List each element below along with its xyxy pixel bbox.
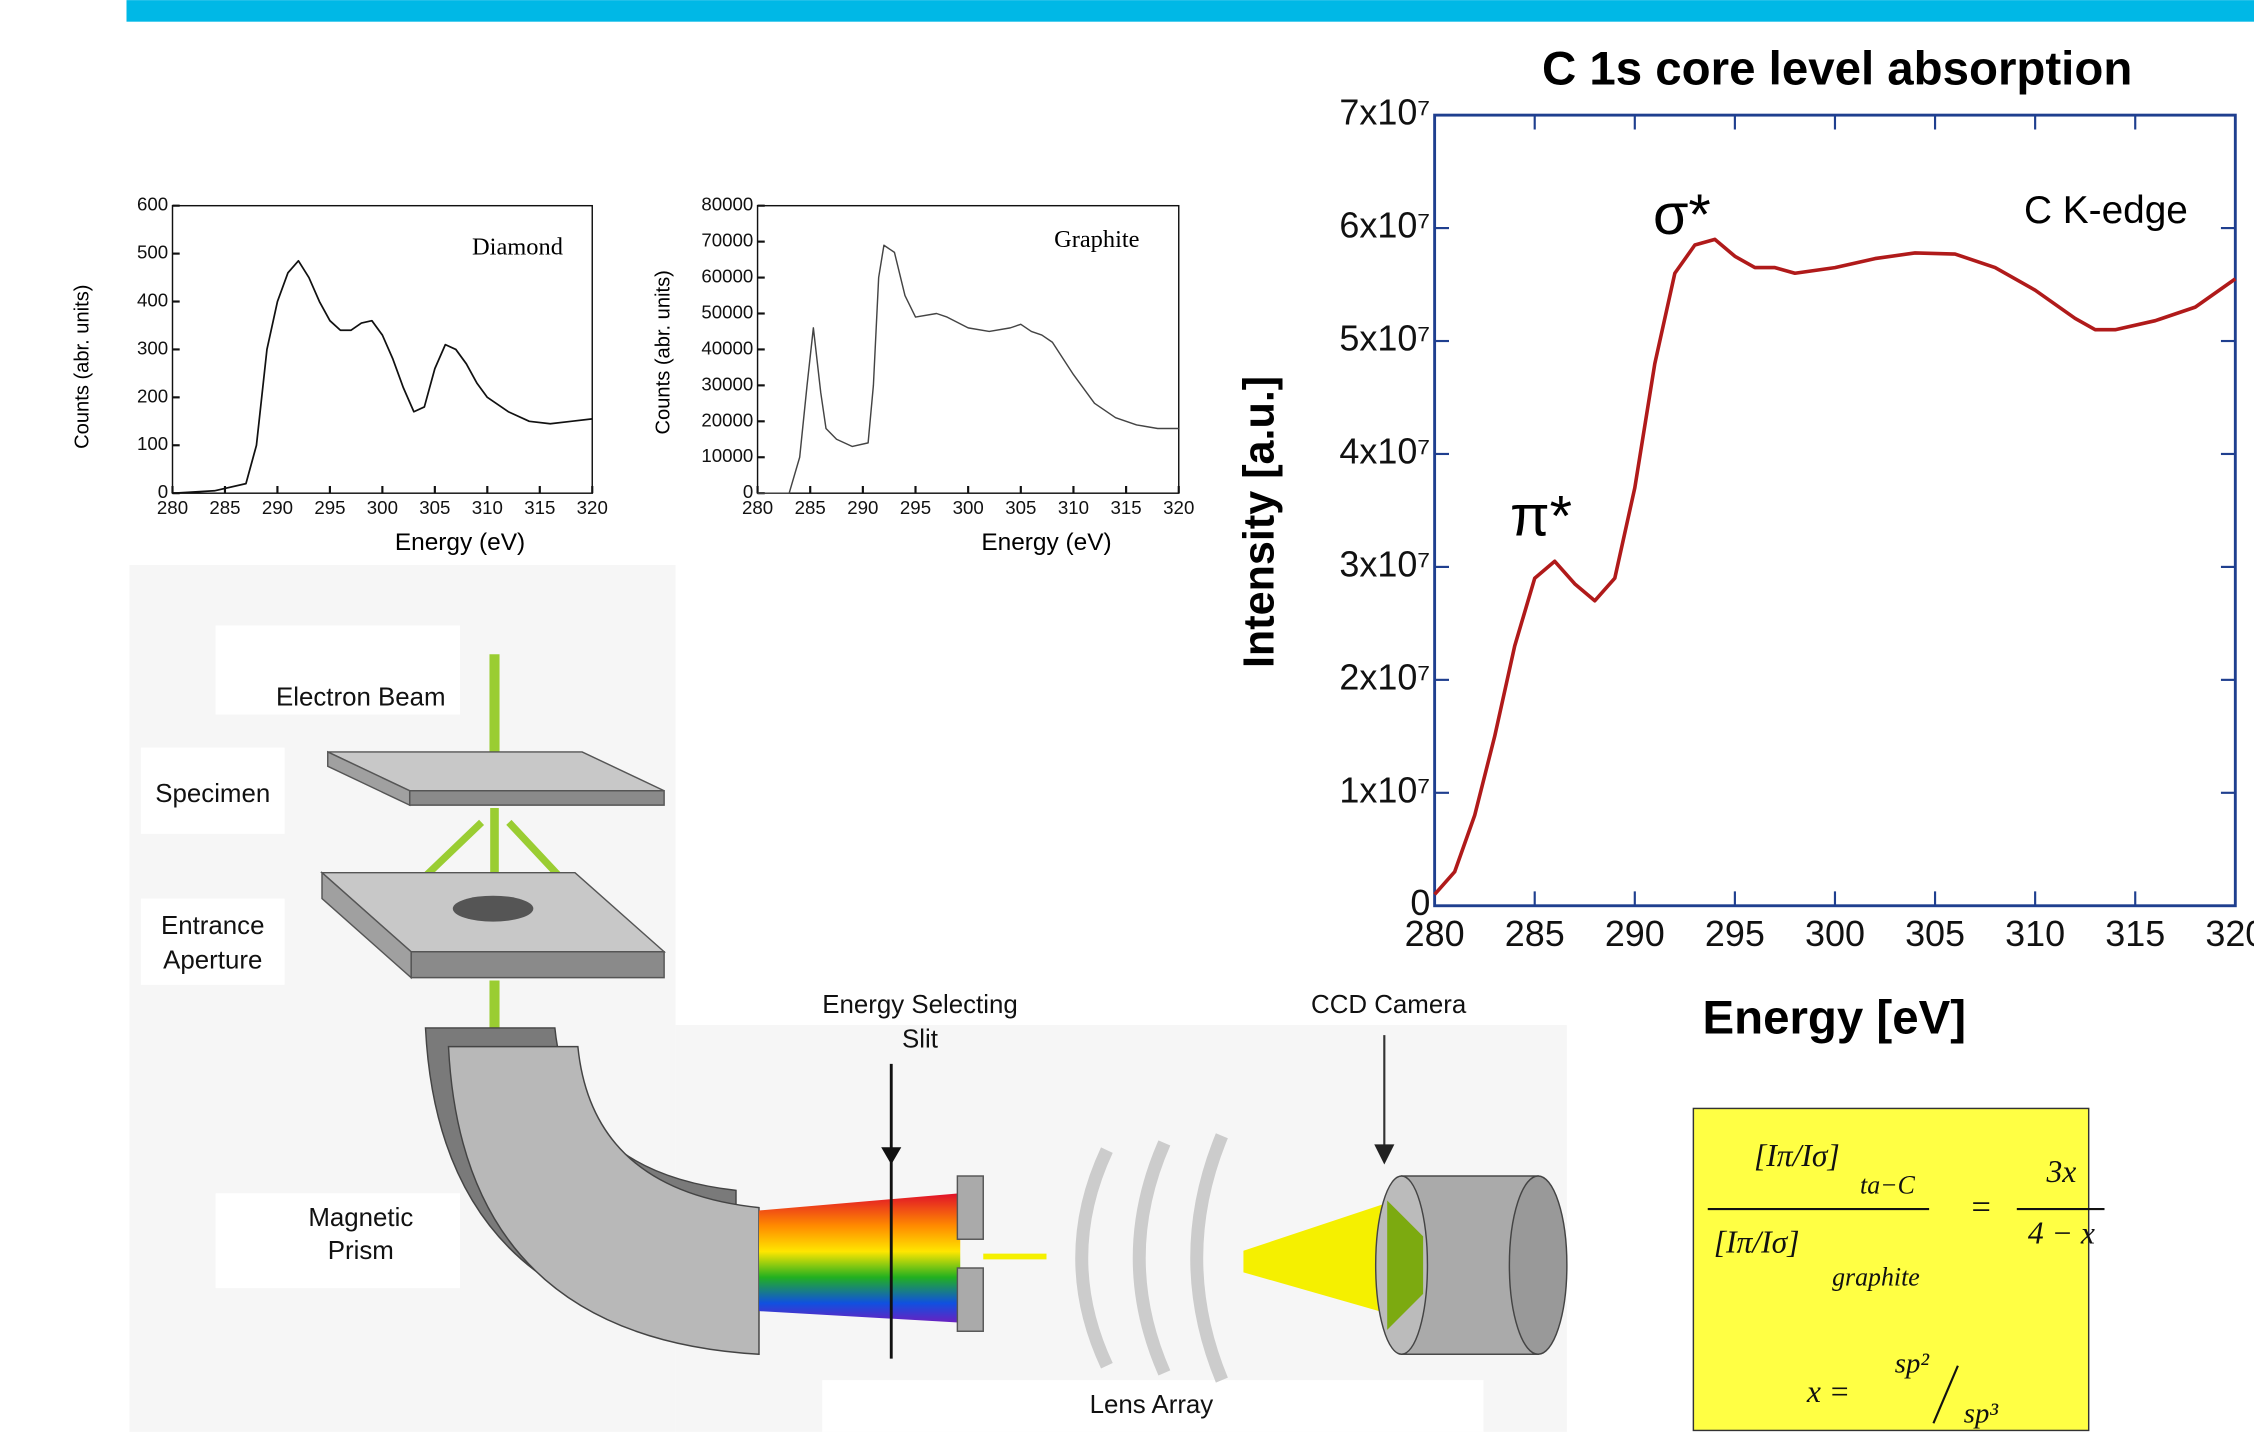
y-tick-label: 4x10⁷ — [1339, 430, 1430, 471]
x-tick-label: 320 — [577, 497, 608, 518]
y-tick-label: 60000 — [701, 266, 753, 287]
y-axis-label: Intensity [a.u.] — [1236, 376, 1284, 668]
formula: graphite — [1832, 1262, 1920, 1291]
x-tick-label: 295 — [314, 497, 345, 518]
x-tick-label: 310 — [1058, 497, 1089, 518]
y-tick-label: 5x10⁷ — [1339, 318, 1430, 359]
label: Specimen — [155, 780, 270, 808]
x-tick-label: 300 — [1805, 913, 1865, 954]
y-axis-label: Counts (abr. units) — [72, 285, 94, 449]
x-axis-label: Energy (eV) — [395, 529, 525, 556]
formula: 3x — [2045, 1154, 2076, 1189]
x-tick-label: 285 — [209, 497, 240, 518]
x-tick-label: 305 — [1905, 913, 1965, 954]
label: Magnetic — [308, 1204, 413, 1232]
x-tick-label: 285 — [1505, 913, 1565, 954]
formula: = — [1969, 1188, 1992, 1226]
y-tick-label: 100 — [137, 433, 168, 454]
y-tick-label: 40000 — [701, 337, 753, 358]
label: Entrance — [161, 912, 265, 940]
y-tick-label: 400 — [137, 289, 168, 310]
y-tick-label: 30000 — [701, 373, 753, 394]
x-tick-label: 280 — [157, 497, 188, 518]
x-tick-label: 315 — [1111, 497, 1142, 518]
y-tick-label: 7x10⁷ — [1339, 92, 1430, 133]
x-tick-label: 280 — [742, 497, 773, 518]
x-tick-label: 280 — [1405, 913, 1465, 954]
chart-title: C 1s core level absorption — [1542, 43, 2132, 96]
page: Electron Beam Specimen Entrance Aperture… — [0, 0, 2254, 1432]
x-axis-label: Energy [eV] — [1702, 991, 1966, 1044]
x-tick-label: 305 — [1005, 497, 1036, 518]
x-tick-label: 320 — [2205, 913, 2254, 954]
x-axis-label: Energy (eV) — [981, 529, 1111, 556]
y-tick-label: 600 — [137, 194, 168, 215]
formula: ta−C — [1860, 1170, 1916, 1199]
y-tick-label: 1x10⁷ — [1339, 769, 1430, 810]
specimen-plate-side — [410, 791, 664, 805]
label: Aperture — [163, 947, 262, 975]
x-tick-label: 290 — [847, 497, 878, 518]
y-tick-label: 80000 — [701, 194, 753, 215]
y-tick-label: 20000 — [701, 409, 753, 430]
y-tick-label: 500 — [137, 242, 168, 263]
data-line — [758, 245, 1179, 493]
y-tick-label: 10000 — [701, 445, 753, 466]
annotation: σ* — [1653, 183, 1711, 247]
annotation: Graphite — [1054, 226, 1139, 253]
label: Energy Selecting — [822, 991, 1018, 1019]
slit-plate — [957, 1176, 983, 1239]
x-tick-label: 310 — [2005, 913, 2065, 954]
formula: 4 − x — [2028, 1216, 2095, 1251]
formula: [Iπ/Iσ] — [1714, 1224, 1800, 1259]
data-line — [1435, 239, 2236, 894]
formula: sp² — [1895, 1347, 1930, 1379]
label: Electron Beam — [276, 684, 446, 712]
camera-back — [1509, 1176, 1567, 1354]
x-tick-label: 290 — [1605, 913, 1665, 954]
x-tick-label: 300 — [367, 497, 398, 518]
label: Slit — [902, 1026, 938, 1054]
label: Lens Array — [1090, 1391, 1214, 1419]
x-tick-label: 315 — [524, 497, 555, 518]
x-tick-label: 300 — [953, 497, 984, 518]
top-banner — [127, 0, 2254, 22]
x-tick-label: 290 — [262, 497, 293, 518]
aperture-plate-side — [411, 952, 664, 978]
x-tick-label: 295 — [900, 497, 931, 518]
y-tick-label: 3x10⁷ — [1339, 543, 1430, 584]
y-tick-label: 300 — [137, 337, 168, 358]
formula: sp³ — [1964, 1398, 1999, 1430]
x-tick-label: 315 — [2105, 913, 2165, 954]
x-tick-label: 320 — [1163, 497, 1194, 518]
x-tick-label: 310 — [472, 497, 503, 518]
y-tick-label: 200 — [137, 385, 168, 406]
slide: Electron Beam Specimen Entrance Aperture… — [0, 0, 2254, 1432]
annotation: π* — [1510, 485, 1572, 549]
label: Prism — [328, 1237, 394, 1265]
label: CCD Camera — [1311, 991, 1467, 1019]
y-tick-label: 50000 — [701, 301, 753, 322]
annotation: C K-edge — [2024, 189, 2188, 232]
formula: x = — [1806, 1374, 1850, 1409]
x-tick-label: 285 — [795, 497, 826, 518]
x-tick-label: 305 — [419, 497, 450, 518]
y-tick-label: 70000 — [701, 230, 753, 251]
formula: [Iπ/Iσ] — [1754, 1138, 1840, 1173]
y-tick-label: 2x10⁷ — [1339, 656, 1430, 697]
y-axis-label: Counts (abr. units) — [652, 270, 674, 434]
x-tick-label: 295 — [1705, 913, 1765, 954]
spectrum — [759, 1193, 960, 1322]
data-line — [173, 261, 593, 493]
annotation: Diamond — [472, 233, 563, 260]
aperture-hole — [453, 896, 534, 922]
y-tick-label: 6x10⁷ — [1339, 205, 1430, 246]
slit-plate — [957, 1268, 983, 1331]
